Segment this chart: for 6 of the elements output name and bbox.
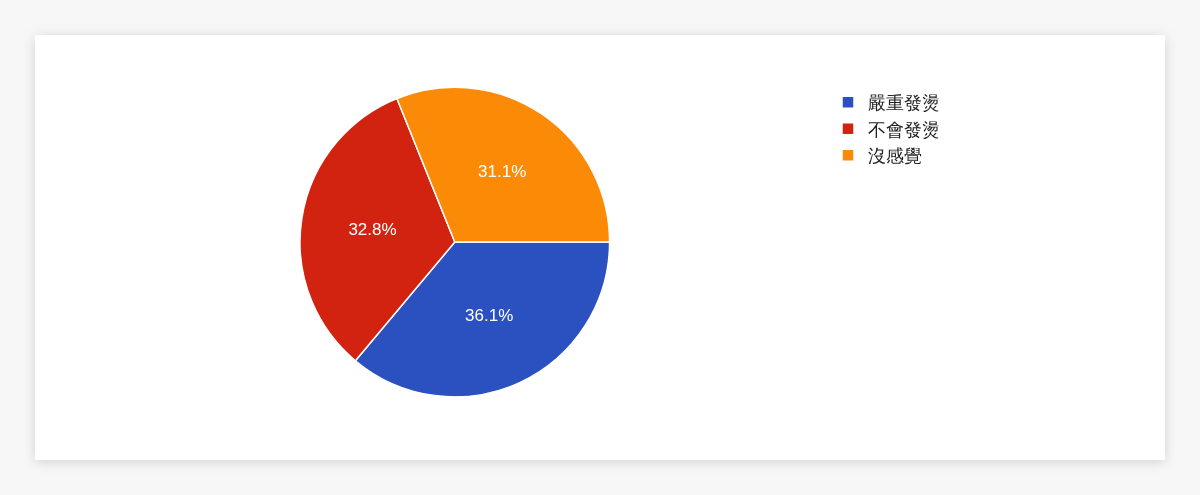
legend-label: 嚴重發燙 xyxy=(868,92,940,114)
data-label: 36.1% xyxy=(465,306,514,326)
data-label: 31.1% xyxy=(478,162,527,182)
legend-label: 沒感覺 xyxy=(868,145,922,167)
data-label: 32.8% xyxy=(348,219,397,239)
legend-label: 不會發燙 xyxy=(868,118,940,140)
